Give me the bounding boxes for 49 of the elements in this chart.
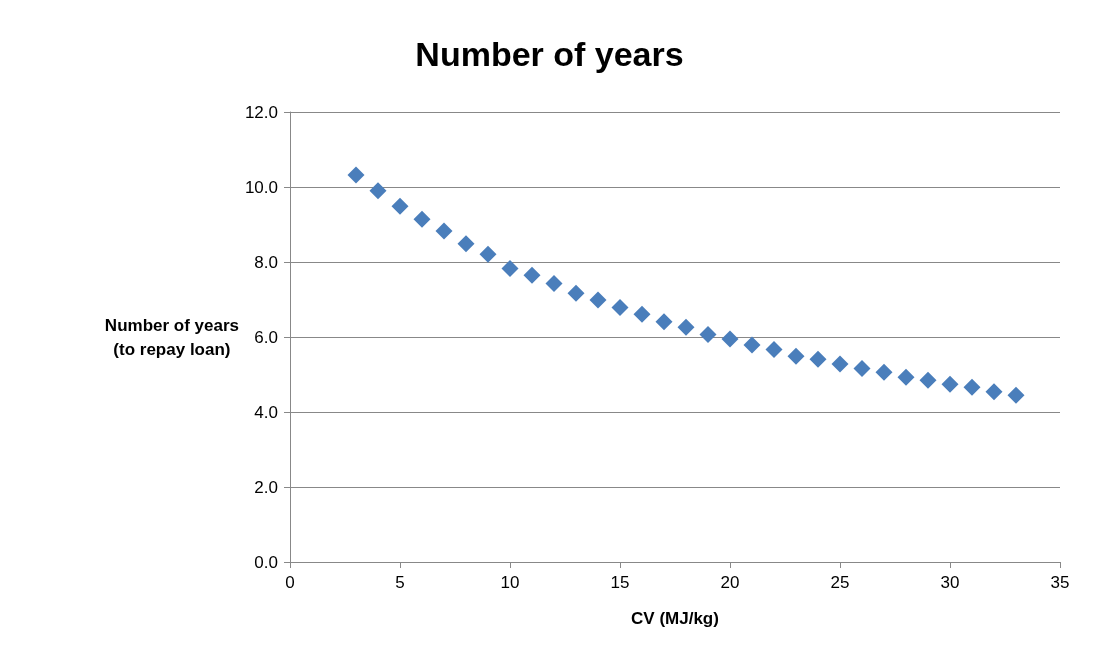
y-tick-label: 0.0	[254, 552, 278, 572]
y-tick-label: 2.0	[254, 477, 278, 497]
x-tick-label: 25	[830, 573, 850, 592]
y-tick-label: 12.0	[244, 102, 278, 122]
point	[787, 347, 805, 365]
point	[699, 325, 717, 343]
point	[633, 305, 651, 323]
chart-title: Number of years	[415, 35, 684, 73]
point	[413, 210, 431, 228]
point	[765, 340, 783, 358]
x-tick-label: 0	[285, 573, 295, 592]
point	[391, 197, 409, 215]
point	[655, 313, 673, 331]
point	[743, 336, 761, 354]
point	[479, 245, 497, 263]
x-tick-label: 30	[940, 573, 960, 592]
point	[831, 355, 849, 373]
y-tick-label: 4.0	[254, 402, 278, 422]
y-tick-label: 8.0	[254, 252, 278, 272]
x-axis-title: CV (MJ/kg)	[631, 609, 719, 628]
x-tick-label: 20	[720, 573, 740, 592]
x-tick-label: 15	[610, 573, 630, 592]
point	[677, 318, 695, 336]
x-tick-label: 35	[1050, 573, 1070, 592]
point	[721, 330, 739, 348]
x-tick-label: 5	[395, 573, 405, 592]
point	[369, 182, 387, 200]
point	[809, 350, 827, 368]
point	[457, 235, 475, 253]
point	[919, 371, 937, 389]
point	[523, 266, 541, 284]
point	[435, 222, 453, 240]
y-tick-label: 6.0	[254, 327, 278, 347]
point	[985, 383, 1003, 401]
point	[1007, 386, 1025, 404]
point	[897, 368, 915, 386]
point	[567, 284, 585, 302]
y-axis-title: Number of years (to repay loan)	[104, 315, 240, 359]
point	[875, 363, 893, 381]
point	[941, 375, 959, 393]
point	[347, 166, 365, 184]
point	[611, 298, 629, 316]
x-tick-label: 10	[500, 573, 520, 592]
point	[853, 360, 871, 377]
y-tick-label: 10.0	[244, 177, 278, 197]
point	[545, 274, 563, 292]
point	[589, 291, 607, 309]
point	[963, 378, 981, 396]
point	[501, 259, 519, 277]
